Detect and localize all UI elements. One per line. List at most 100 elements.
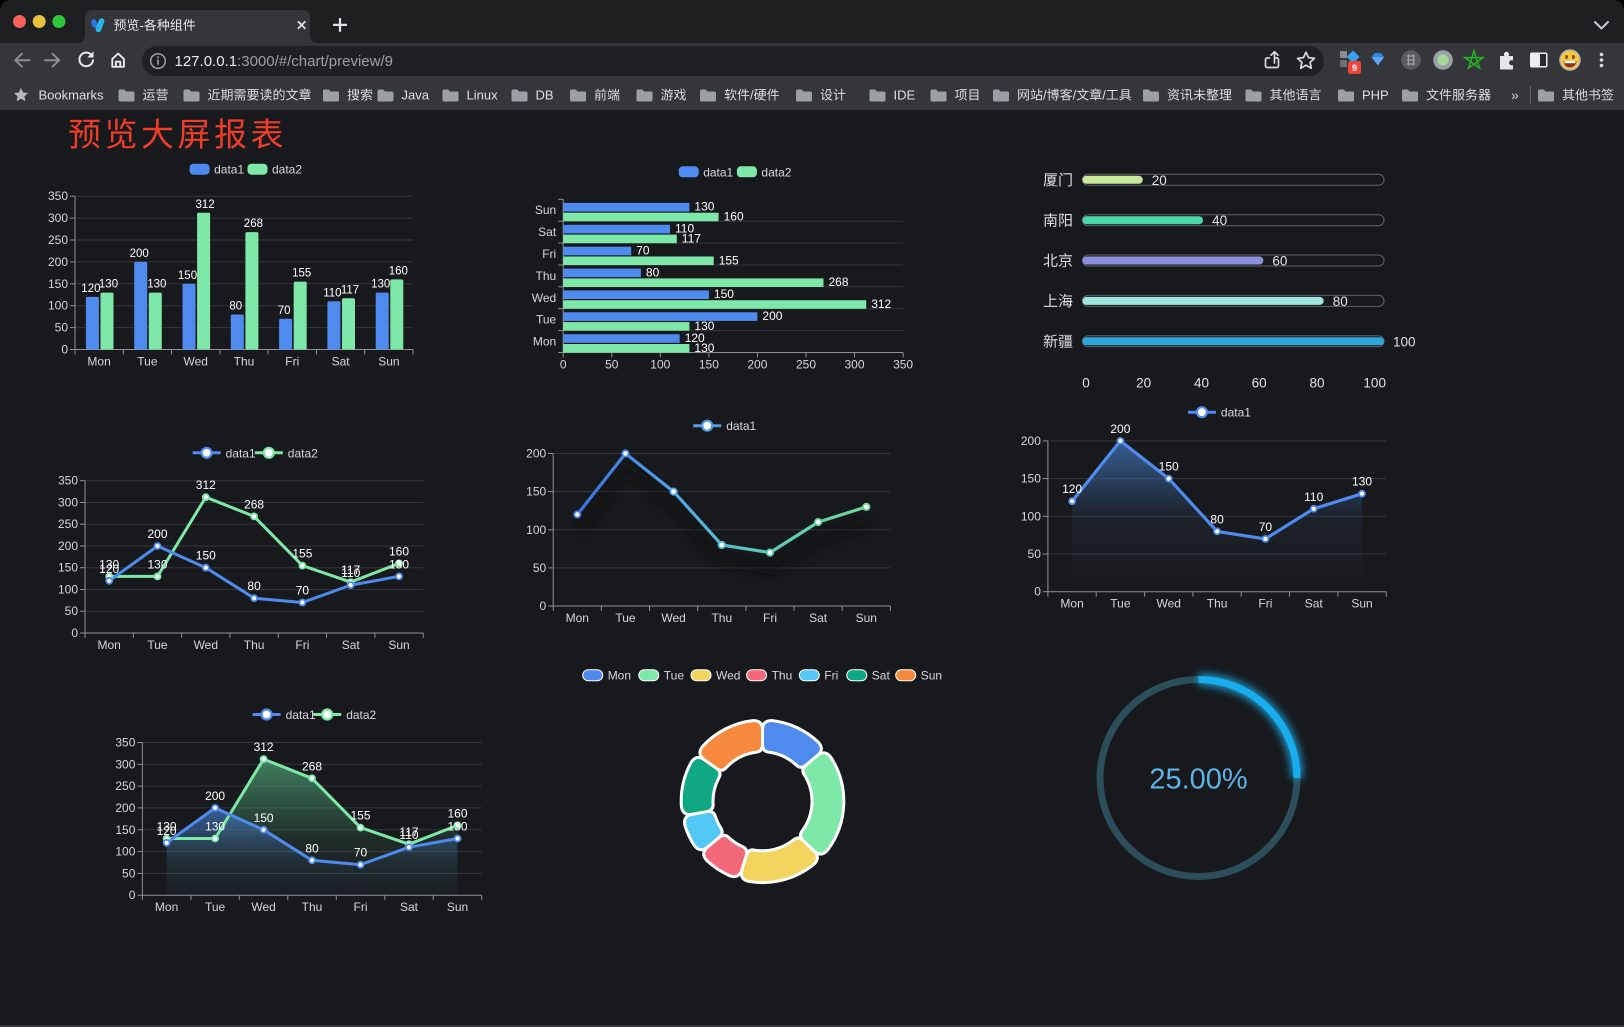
svg-text:250: 250 (115, 779, 135, 793)
svg-text:60: 60 (1252, 376, 1267, 391)
svg-text:data1: data1 (1221, 406, 1251, 420)
svg-text:»: » (1511, 87, 1519, 103)
svg-text:150: 150 (254, 811, 274, 825)
svg-text:Linux: Linux (467, 88, 499, 103)
svg-text:350: 350 (58, 474, 78, 488)
svg-text:200: 200 (526, 447, 546, 461)
svg-text:150: 150 (48, 277, 68, 291)
svg-text:60: 60 (1272, 254, 1287, 269)
svg-text:155: 155 (719, 253, 739, 267)
svg-text:250: 250 (48, 233, 68, 247)
svg-text:150: 150 (699, 358, 719, 372)
svg-text:data2: data2 (761, 165, 791, 179)
svg-text:data1: data1 (214, 163, 244, 177)
svg-text:150: 150 (196, 549, 216, 563)
svg-text:120: 120 (685, 331, 705, 345)
svg-text:Mon: Mon (533, 335, 556, 349)
svg-text:130: 130 (99, 279, 118, 291)
svg-text:120: 120 (1062, 482, 1082, 496)
svg-text:IDE: IDE (894, 88, 916, 103)
svg-text:200: 200 (130, 248, 149, 260)
svg-text:Tue: Tue (1110, 597, 1131, 611)
svg-text:127.0.0.1:3000/#/chart/preview: 127.0.0.1:3000/#/chart/preview/9 (175, 53, 394, 70)
svg-text:0: 0 (540, 599, 547, 613)
svg-text:100: 100 (1393, 334, 1416, 349)
svg-text:PHP: PHP (1362, 88, 1389, 103)
svg-text:100: 100 (58, 583, 78, 597)
svg-text:data2: data2 (346, 708, 376, 722)
svg-text:130: 130 (99, 557, 119, 571)
svg-text:70: 70 (636, 244, 650, 258)
svg-text:Fri: Fri (285, 355, 299, 369)
svg-text:0: 0 (1082, 376, 1090, 391)
svg-text:80: 80 (646, 265, 660, 279)
svg-text:Tue: Tue (615, 611, 636, 625)
svg-text:130: 130 (694, 341, 714, 355)
svg-text:0: 0 (61, 343, 68, 357)
svg-text:Mon: Mon (1060, 597, 1083, 611)
svg-text:DB: DB (536, 88, 554, 103)
svg-text:250: 250 (58, 517, 78, 531)
svg-text:160: 160 (724, 210, 744, 224)
svg-text:50: 50 (65, 604, 79, 618)
svg-text:Sun: Sun (388, 638, 409, 652)
svg-text:70: 70 (1259, 520, 1273, 534)
svg-text:350: 350 (48, 189, 68, 203)
svg-text:0: 0 (129, 888, 136, 902)
svg-text:160: 160 (447, 806, 467, 820)
svg-text:100: 100 (1363, 376, 1386, 391)
svg-text:350: 350 (115, 736, 135, 750)
svg-text:Java: Java (402, 88, 430, 103)
svg-text:Fri: Fri (295, 638, 309, 652)
svg-text:120: 120 (157, 824, 177, 838)
svg-text:120: 120 (99, 562, 119, 576)
svg-text:200: 200 (1110, 422, 1130, 436)
svg-text:Fri: Fri (354, 900, 368, 914)
svg-text:data1: data1 (286, 708, 316, 722)
svg-text:Wed: Wed (661, 611, 685, 625)
svg-text:Tue: Tue (536, 313, 557, 327)
svg-text:200: 200 (48, 255, 68, 269)
svg-text:200: 200 (147, 527, 167, 541)
svg-text:150: 150 (178, 270, 197, 282)
svg-text:Thu: Thu (1207, 597, 1228, 611)
svg-text:-: - (140, 18, 144, 33)
svg-text:160: 160 (389, 265, 408, 277)
svg-text:150: 150 (714, 287, 734, 301)
svg-text:100: 100 (650, 358, 670, 372)
svg-text:110: 110 (323, 287, 341, 299)
svg-text:Tue: Tue (205, 900, 226, 914)
svg-text:/: / (1043, 88, 1047, 103)
svg-text:130: 130 (371, 279, 390, 291)
svg-text:Tue: Tue (664, 669, 685, 683)
svg-text:200: 200 (747, 358, 767, 372)
svg-text:80: 80 (247, 579, 261, 593)
svg-text:50: 50 (1028, 547, 1042, 561)
svg-text:130: 130 (147, 557, 167, 571)
svg-text:25.00%: 25.00% (1149, 764, 1247, 796)
svg-text:/: / (750, 88, 754, 103)
svg-text:150: 150 (58, 561, 78, 575)
svg-text:130: 130 (147, 279, 166, 291)
svg-text:Mon: Mon (98, 638, 121, 652)
svg-text:data1: data1 (703, 165, 733, 179)
svg-text:20: 20 (1136, 376, 1151, 391)
svg-text:0: 0 (71, 626, 78, 640)
svg-text:Fri: Fri (542, 247, 556, 261)
svg-text:50: 50 (55, 321, 69, 335)
svg-text:Sun: Sun (1351, 597, 1372, 611)
svg-text:Bookmarks: Bookmarks (39, 88, 105, 103)
svg-text:268: 268 (244, 497, 264, 511)
svg-text:Sat: Sat (872, 669, 891, 683)
svg-text:200: 200 (115, 801, 135, 815)
svg-text:110: 110 (341, 566, 360, 580)
svg-text:Sat: Sat (809, 611, 828, 625)
svg-text:160: 160 (389, 544, 409, 558)
svg-text:200: 200 (205, 789, 225, 803)
svg-text:Sun: Sun (921, 669, 942, 683)
svg-text:Wed: Wed (532, 291, 556, 305)
svg-text:Sun: Sun (447, 900, 468, 914)
svg-text:Wed: Wed (1156, 597, 1180, 611)
svg-text:130: 130 (157, 820, 177, 834)
svg-text:110: 110 (675, 222, 694, 236)
